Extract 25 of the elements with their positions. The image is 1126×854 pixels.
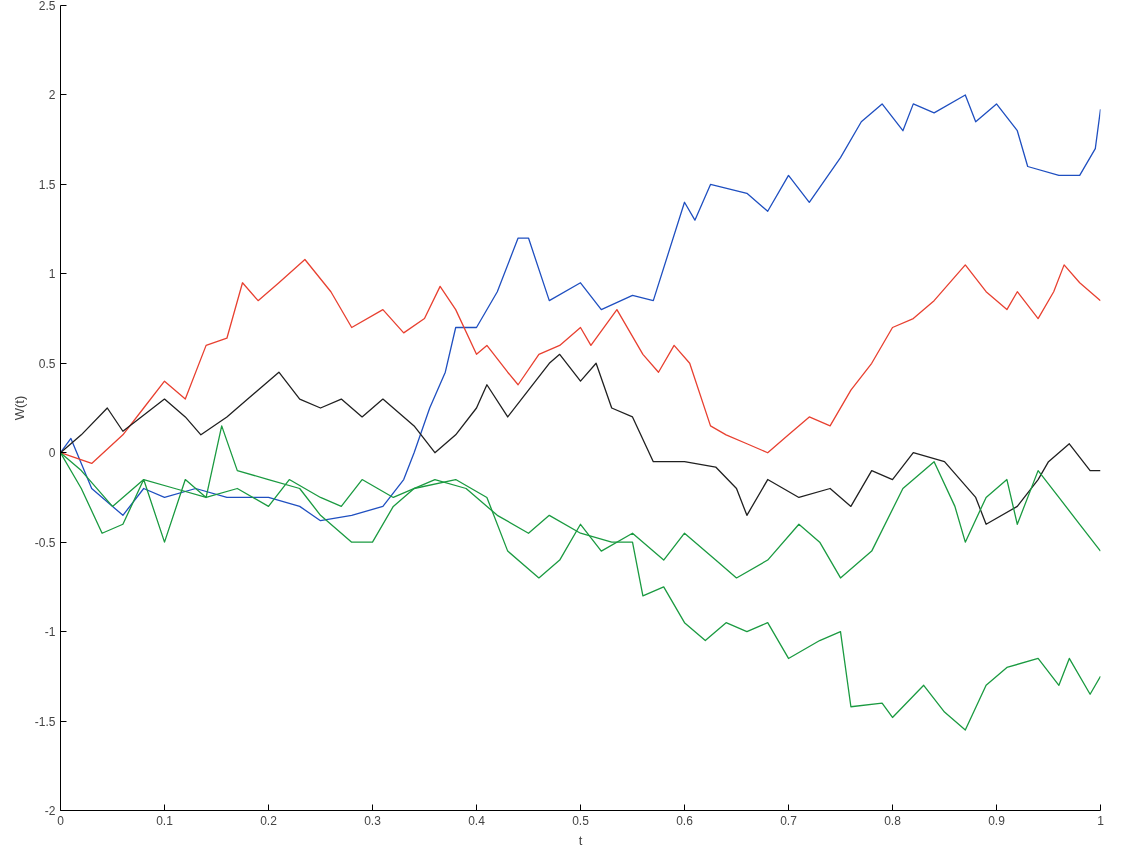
y-tick-label: 1	[48, 267, 56, 282]
y-axis-title: W(t)	[11, 395, 27, 421]
x-axis-title: t	[578, 832, 583, 848]
y-tick-label: 1.5	[38, 177, 56, 192]
x-tick-label: 0.1	[156, 813, 174, 828]
line-series	[60, 94, 1101, 522]
x-tick-label: 0.2	[260, 813, 278, 828]
y-tick-label: -1	[44, 625, 56, 640]
y-tick-label: 2.5	[38, 0, 56, 13]
y-tick-label: 2	[48, 88, 56, 103]
x-tick-label: 0.6	[676, 813, 694, 828]
x-tick-label: 0.7	[780, 813, 798, 828]
x-tick-label: 1	[1097, 813, 1105, 828]
x-tick-label: 0.4	[468, 813, 486, 828]
x-tick-label: 0.8	[884, 813, 902, 828]
y-tick-label: -2	[44, 804, 56, 818]
y-tick-label: 0.5	[38, 356, 56, 371]
x-tick-label: 0.5	[572, 813, 590, 828]
x-tick-label: 0.9	[988, 813, 1006, 828]
line-series	[60, 258, 1101, 465]
line-series	[60, 353, 1101, 525]
y-tick-label: 0	[48, 446, 56, 461]
y-tick-label: -1.5	[34, 714, 56, 729]
y-tick-label: -0.5	[34, 535, 56, 550]
x-tick-label: 0.3	[364, 813, 382, 828]
